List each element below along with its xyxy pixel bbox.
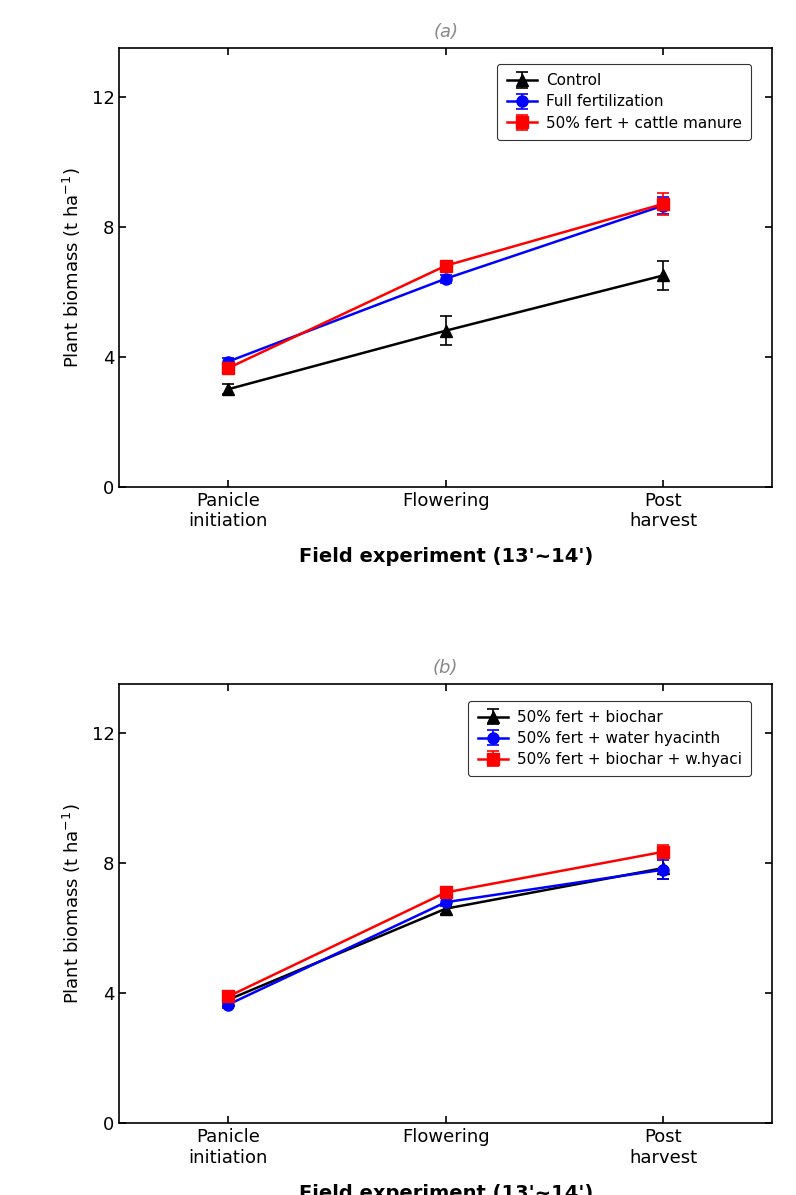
Y-axis label: Plant biomass (t ha$^{-1}$): Plant biomass (t ha$^{-1}$) bbox=[61, 167, 84, 368]
Legend: 50% fert + biochar, 50% fert + water hyacinth, 50% fert + biochar + w.hyaci: 50% fert + biochar, 50% fert + water hya… bbox=[468, 700, 751, 777]
X-axis label: Field experiment (13'~14'): Field experiment (13'~14') bbox=[298, 547, 593, 566]
Title: (a): (a) bbox=[433, 23, 458, 41]
Title: (b): (b) bbox=[433, 660, 458, 678]
Y-axis label: Plant biomass (t ha$^{-1}$): Plant biomass (t ha$^{-1}$) bbox=[61, 803, 84, 1004]
X-axis label: Field experiment (13'~14'): Field experiment (13'~14') bbox=[298, 1183, 593, 1195]
Legend: Control, Full fertilization, 50% fert + cattle manure: Control, Full fertilization, 50% fert + … bbox=[498, 65, 751, 140]
